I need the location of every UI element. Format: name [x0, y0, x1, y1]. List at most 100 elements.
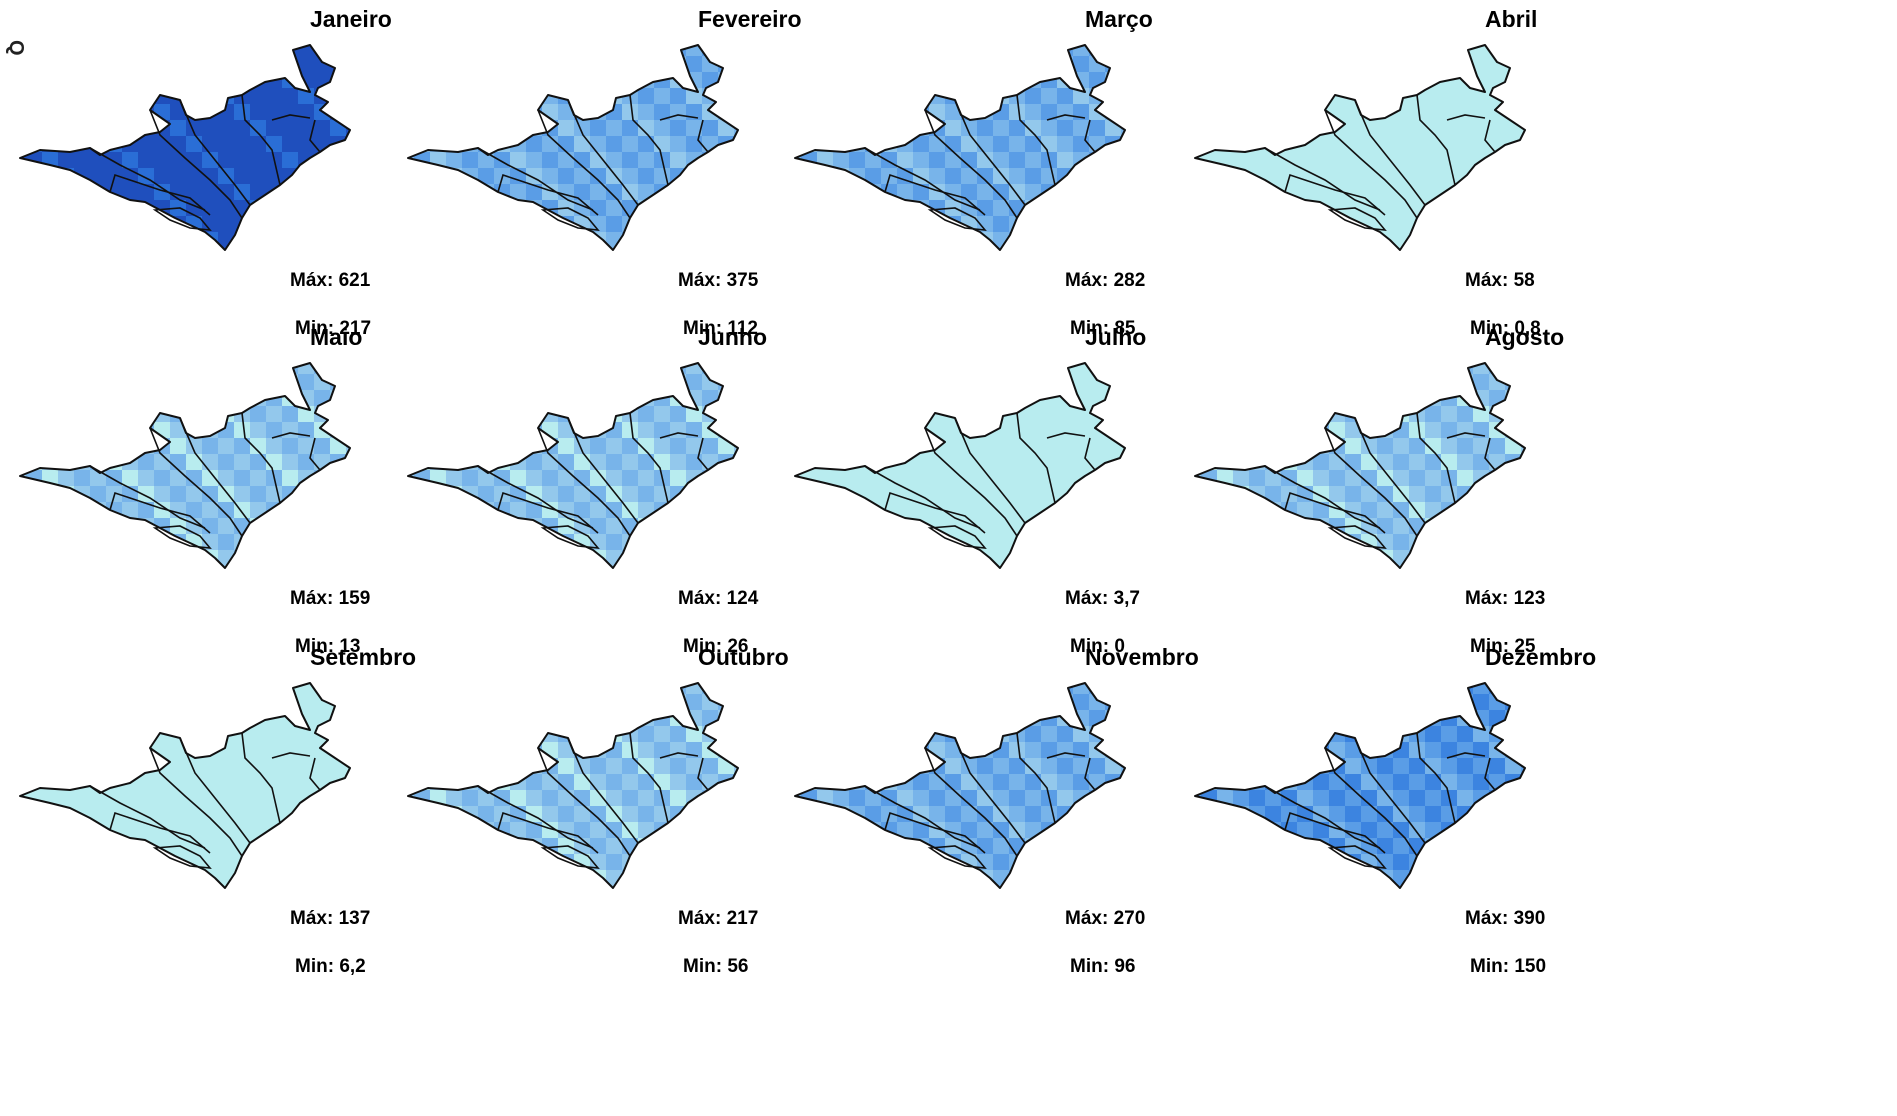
raster-cell — [1153, 790, 1155, 807]
max-value-label: Máx: 282 — [1065, 270, 1146, 291]
raster-cell — [494, 742, 511, 759]
raster-cell — [766, 438, 768, 455]
raster-cell — [1121, 184, 1125, 201]
raster-cell — [1009, 363, 1026, 375]
raster-cell — [1121, 406, 1125, 423]
raster-cell — [1505, 88, 1522, 105]
raster-cell — [977, 184, 994, 201]
raster-cell — [750, 216, 767, 233]
raster-cell — [833, 902, 850, 908]
raster-cell — [1537, 200, 1554, 217]
raster-cell — [414, 200, 431, 217]
raster-cell — [766, 136, 768, 153]
raster-cell — [1457, 726, 1474, 743]
raster-cell — [74, 184, 91, 201]
raster-cell — [1073, 216, 1090, 233]
raster-cell — [106, 886, 123, 888]
raster-cell — [1329, 710, 1346, 727]
raster-cell — [266, 870, 283, 887]
raster-cell — [1345, 232, 1362, 249]
raster-cell — [542, 264, 559, 270]
raster-cell — [1265, 822, 1282, 839]
raster-cell — [1521, 454, 1525, 471]
raster-cell — [1393, 683, 1410, 695]
raster-cell — [1281, 790, 1298, 807]
raster-cell — [929, 486, 946, 503]
raster-cell — [408, 742, 415, 759]
raster-cell — [218, 774, 235, 791]
raster-cell — [234, 774, 251, 791]
raster-cell — [1537, 422, 1554, 439]
raster-cell — [298, 454, 315, 471]
raster-cell — [282, 726, 299, 743]
raster-cell — [1201, 56, 1218, 73]
raster-cell — [1137, 838, 1154, 855]
raster-cell — [138, 406, 155, 423]
raster-cell — [1553, 854, 1555, 871]
raster-cell — [106, 422, 123, 439]
raster-cell — [1201, 72, 1218, 89]
raster-cell — [526, 683, 543, 695]
raster-cell — [298, 374, 315, 391]
raster-cell — [250, 438, 267, 455]
raster-cell — [542, 550, 559, 567]
raster-cell — [478, 216, 495, 233]
raster-cell — [1361, 72, 1378, 89]
raster-cell — [718, 870, 735, 887]
raster-cell — [897, 390, 914, 407]
raster-cell — [1473, 374, 1490, 391]
raster-cell — [766, 726, 768, 743]
raster-cell — [718, 790, 735, 807]
raster-cell — [1057, 822, 1074, 839]
raster-cell — [1105, 822, 1122, 839]
raster-cell — [1313, 363, 1330, 375]
raster-cell — [865, 566, 882, 568]
raster-cell — [462, 264, 479, 270]
raster-cell — [1041, 248, 1058, 250]
raster-cell — [622, 774, 639, 791]
raster-cell — [42, 742, 59, 759]
raster-cell — [1537, 438, 1554, 455]
raster-cell — [510, 438, 527, 455]
raster-cell — [686, 45, 703, 57]
raster-cell — [817, 534, 834, 551]
raster-cell — [1297, 518, 1314, 535]
raster-cell — [795, 168, 802, 185]
raster-cell — [638, 216, 655, 233]
raster-cell — [346, 518, 350, 535]
raster-cell — [817, 742, 834, 759]
raster-cell — [961, 806, 978, 823]
raster-cell — [913, 45, 930, 57]
basin-map — [19, 682, 351, 889]
raster-cell — [1153, 550, 1155, 567]
raster-cell — [202, 152, 219, 169]
raster-cell — [817, 104, 834, 121]
raster-cell — [234, 72, 251, 89]
raster-cell — [430, 184, 447, 201]
raster-cell — [154, 184, 171, 201]
raster-cell — [702, 838, 719, 855]
raster-cell — [1537, 374, 1554, 391]
raster-cell — [186, 870, 203, 887]
raster-cell — [929, 454, 946, 471]
raster-cell — [1153, 152, 1155, 169]
raster-cell — [750, 40, 767, 57]
raster-cell — [622, 56, 639, 73]
raster-cell — [897, 363, 914, 375]
raster-cell — [298, 184, 315, 201]
raster-cell — [606, 184, 623, 201]
raster-cell — [833, 88, 850, 105]
raster-cell — [266, 854, 283, 871]
raster-cell — [1281, 422, 1298, 439]
raster-cell — [1409, 806, 1426, 823]
raster-cell — [266, 454, 283, 471]
raster-cell — [20, 694, 27, 711]
raster-cell — [977, 502, 994, 519]
raster-cell — [1217, 566, 1234, 568]
raster-cell — [90, 232, 107, 249]
raster-cell — [849, 216, 866, 233]
raster-cell — [897, 120, 914, 137]
raster-cell — [686, 550, 703, 567]
raster-cell — [1281, 902, 1298, 908]
raster-cell — [478, 45, 495, 57]
